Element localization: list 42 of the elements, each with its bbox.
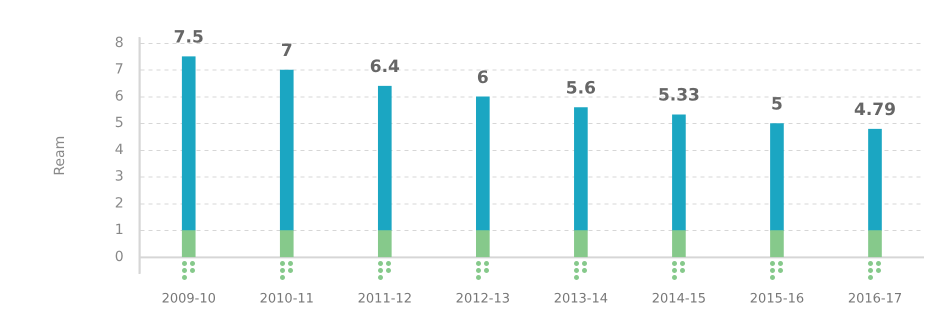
x-tick-label: 2009-10 <box>162 292 216 307</box>
bar <box>672 114 686 231</box>
x-tick-label: 2013-14 <box>554 292 608 307</box>
y-tick-label: 4 <box>114 142 124 158</box>
y-tick-label: 2 <box>114 195 124 212</box>
bar <box>280 70 294 231</box>
bar <box>770 230 784 258</box>
bar <box>574 107 588 231</box>
bar <box>182 56 196 231</box>
x-tick-label: 2011-12 <box>358 292 412 307</box>
total-label: 4.79 <box>854 100 896 120</box>
y-tick-label: 5 <box>114 115 124 132</box>
y-axis-title: Ream <box>52 136 68 176</box>
bar <box>574 230 588 258</box>
total-label: 7 <box>280 41 293 62</box>
bar <box>868 128 882 231</box>
bar <box>280 230 294 258</box>
bar <box>476 230 490 258</box>
x-tick-label: 2014-15 <box>652 292 706 307</box>
y-tick-label: 7 <box>114 62 124 78</box>
y-tick-label: 3 <box>114 168 124 185</box>
y-tick-label: 0 <box>114 248 124 265</box>
x-tick-label: 2015-16 <box>750 292 804 307</box>
y-tick-label: 1 <box>114 222 124 238</box>
bar <box>770 123 784 231</box>
bar <box>672 230 686 258</box>
bar <box>378 230 392 258</box>
x-tick-label: 2010-11 <box>260 292 314 307</box>
bar <box>378 86 392 231</box>
bar <box>182 230 196 258</box>
y-tick-label: 6 <box>114 88 124 104</box>
total-label: 6.4 <box>370 57 400 78</box>
x-tick-label: 2016-17 <box>848 292 902 307</box>
total-label: 5.33 <box>658 86 700 106</box>
bar <box>476 96 490 231</box>
x-tick-label: 2012-13 <box>456 292 510 307</box>
total-label: 5.6 <box>566 78 596 98</box>
y-tick-label: 8 <box>114 34 124 51</box>
total-label: 6 <box>476 68 489 88</box>
total-label: 5 <box>771 94 783 115</box>
bar <box>868 230 882 258</box>
total-label: 7.5 <box>174 28 204 48</box>
